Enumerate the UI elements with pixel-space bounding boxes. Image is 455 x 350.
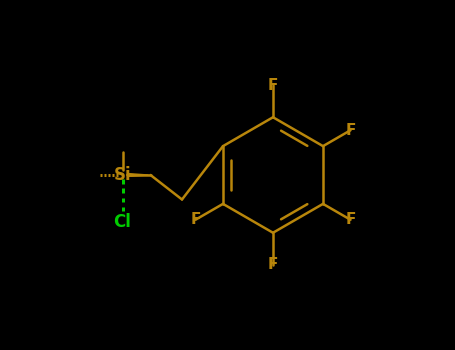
Text: F: F	[190, 212, 201, 227]
Text: F: F	[268, 78, 278, 93]
Text: Cl: Cl	[114, 213, 131, 231]
Text: Si: Si	[114, 166, 131, 184]
Text: F: F	[345, 212, 356, 227]
Text: F: F	[268, 257, 278, 272]
Text: F: F	[345, 123, 356, 138]
Polygon shape	[126, 174, 149, 176]
